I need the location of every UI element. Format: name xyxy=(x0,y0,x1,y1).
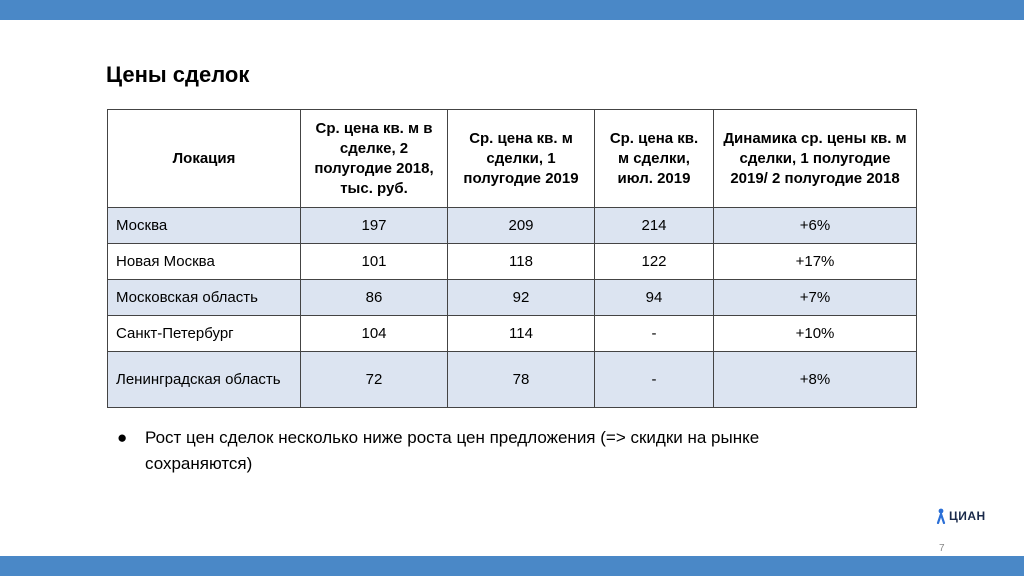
cell-dynamics: +10% xyxy=(713,315,917,352)
cell-value: - xyxy=(594,315,714,352)
cell-value: 197 xyxy=(300,207,448,244)
cell-dynamics: +8% xyxy=(713,351,917,408)
cell-value: 114 xyxy=(447,315,595,352)
table-row: Санкт-Петербург 104 114 - +10% xyxy=(107,315,917,352)
table-row: Ленинградская область 72 78 - +8% xyxy=(107,351,917,408)
cell-dynamics: +7% xyxy=(713,279,917,316)
cell-value: 104 xyxy=(300,315,448,352)
cell-value: - xyxy=(594,351,714,408)
bullet-text: Рост цен сделок несколько ниже роста цен… xyxy=(145,428,760,473)
cell-value: 92 xyxy=(447,279,595,316)
header-price-jul-2019: Ср. цена кв. м сделки, июл. 2019 xyxy=(594,109,714,208)
cell-value: 78 xyxy=(447,351,595,408)
cell-value: 209 xyxy=(447,207,595,244)
cell-location: Новая Москва xyxy=(107,243,301,280)
cell-dynamics: +6% xyxy=(713,207,917,244)
cell-value: 122 xyxy=(594,243,714,280)
cell-value: 214 xyxy=(594,207,714,244)
cell-location: Ленинградская область xyxy=(107,351,301,408)
cell-location: Московская область xyxy=(107,279,301,316)
cell-location: Санкт-Петербург xyxy=(107,315,301,352)
header-price-h1-2019: Ср. цена кв. м сделки, 1 полугодие 2019 xyxy=(447,109,595,208)
logo-text: ЦИАН xyxy=(949,509,986,523)
cian-logo: ЦИАН xyxy=(935,508,986,524)
cell-value: 118 xyxy=(447,243,595,280)
table-row: Московская область 86 92 94 +7% xyxy=(107,279,917,316)
slide-title: Цены сделок xyxy=(106,62,250,87)
bullet-item: ● Рост цен сделок несколько ниже роста ц… xyxy=(117,425,857,477)
person-logo-icon xyxy=(936,508,946,524)
cell-location: Москва xyxy=(107,207,301,244)
header-location: Локация xyxy=(107,109,301,208)
top-accent-bar xyxy=(0,0,1024,20)
cell-value: 86 xyxy=(300,279,448,316)
cell-value: 94 xyxy=(594,279,714,316)
table-row: Москва 197 209 214 +6% xyxy=(107,207,917,244)
deal-prices-table: Локация Ср. цена кв. м в сделке, 2 полуг… xyxy=(107,109,917,408)
cell-value: 101 xyxy=(300,243,448,280)
cell-dynamics: +17% xyxy=(713,243,917,280)
bullet-dot-icon: ● xyxy=(117,428,128,447)
table-header-row: Локация Ср. цена кв. м в сделке, 2 полуг… xyxy=(107,109,917,208)
header-dynamics: Динамика ср. цены кв. м сделки, 1 полуго… xyxy=(713,109,917,208)
cell-value: 72 xyxy=(300,351,448,408)
table-row: Новая Москва 101 118 122 +17% xyxy=(107,243,917,280)
bottom-accent-bar xyxy=(0,556,1024,576)
page-number: 7 xyxy=(939,543,945,554)
header-price-h2-2018: Ср. цена кв. м в сделке, 2 полугодие 201… xyxy=(300,109,448,208)
